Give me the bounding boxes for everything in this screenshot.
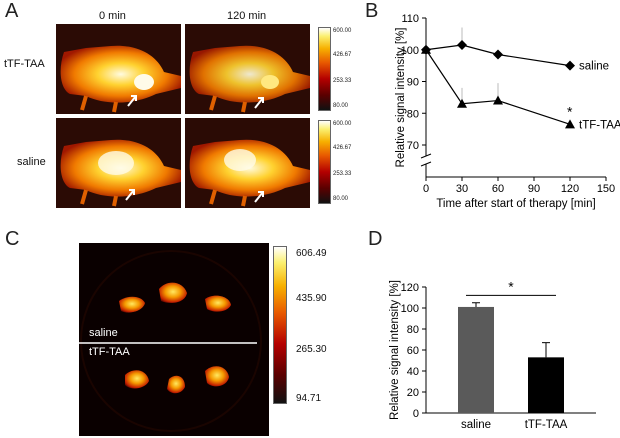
significance-star-b: * (567, 103, 573, 119)
panel-d-letter: D (368, 228, 383, 250)
data-point-tTF-TAA (493, 95, 503, 105)
x-tick-label-d: saline (461, 419, 491, 431)
x-tick-label-b: 120 (561, 183, 579, 195)
group-label-ttf-taa: tTF-TAA (89, 346, 130, 358)
bar-saline (458, 306, 494, 413)
data-point-saline (565, 60, 575, 71)
x-tick-label-b: 30 (456, 183, 468, 195)
row-label-ttf-taa: tTF-TAA (4, 58, 45, 70)
y-tick-label-d: 0 (413, 408, 419, 420)
y-axis-label-b: Relative signal intensity [%] (395, 28, 407, 168)
cbar-c-tick: 435.90 (296, 293, 327, 304)
data-point-tTF-TAA (565, 119, 575, 129)
colorbar-a-bottom (318, 120, 331, 204)
x-tick-label-b: 60 (492, 183, 504, 195)
cbar-c-tick: 606.49 (296, 248, 327, 259)
mouse-image-ttf-120min (185, 24, 310, 114)
x-axis-label-b: Time after start of therapy [min] (436, 198, 595, 210)
y-tick-label-b: 90 (407, 77, 419, 89)
colorbar-c (273, 246, 287, 404)
panel-c-letter: C (5, 228, 20, 250)
y-tick-label-b: 80 (407, 108, 419, 120)
axis-break-mark (420, 153, 432, 159)
bar-tTF-TAA (528, 357, 564, 413)
x-tick-label-b: 0 (423, 183, 429, 195)
series-line-tTF-TAA (425, 49, 571, 125)
col-label-120min: 120 min (227, 10, 267, 22)
y-tick-label-b: 110 (401, 13, 419, 25)
data-point-tTF-TAA (457, 98, 467, 108)
cbar-a-bottom-tick: 253.33 (333, 171, 352, 177)
series-line-saline (425, 44, 571, 67)
y-tick-label-d: 100 (401, 303, 419, 315)
y-tick-label-d: 80 (407, 324, 419, 336)
data-point-saline (493, 49, 503, 60)
group-label-saline: saline (89, 327, 118, 339)
y-tick-label-d: 60 (407, 345, 419, 357)
x-tick-label-b: 150 (597, 183, 615, 195)
cbar-a-top-tick: 80.00 (333, 103, 349, 109)
mouse-image-ttf-0min (56, 24, 181, 114)
row-label-saline: saline (17, 156, 46, 168)
cbar-c-tick: 265.30 (296, 344, 327, 355)
panel-b-letter: B (365, 0, 379, 22)
significance-star-d: * (508, 278, 514, 294)
y-tick-label-d: 20 (407, 387, 419, 399)
series-label-saline: saline (579, 61, 609, 73)
y-axis-label-d: Relative signal intensity [%] (389, 280, 401, 420)
x-tick-label-d: tTF-TAA (525, 419, 568, 431)
data-point-saline (457, 39, 467, 50)
y-tick-label-b: 100 (401, 45, 419, 57)
cbar-a-top-tick: 600.00 (333, 28, 352, 34)
mouse-image-saline-0min (56, 118, 181, 208)
cbar-a-bottom-tick: 426.67 (333, 145, 352, 151)
organ-plate-image (79, 243, 269, 436)
col-label-0min: 0 min (99, 10, 126, 22)
mouse-image-saline-120min (185, 118, 310, 208)
cbar-a-top-tick: 426.67 (333, 52, 352, 58)
panel-a-letter: A (5, 0, 19, 22)
cbar-a-top-tick: 253.33 (333, 78, 352, 84)
y-tick-label-b: 70 (407, 140, 419, 152)
data-point-tTF-TAA (421, 44, 431, 54)
cbar-c-tick: 94.71 (296, 393, 322, 404)
axis-break-mark (420, 161, 432, 167)
series-label-tTF-TAA: tTF-TAA (579, 119, 620, 131)
cbar-a-bottom-tick: 600.00 (333, 121, 352, 127)
colorbar-a-top (318, 27, 331, 111)
y-tick-label-d: 120 (401, 282, 419, 294)
cbar-a-bottom-tick: 80.00 (333, 196, 349, 202)
y-tick-label-d: 40 (407, 366, 419, 378)
x-tick-label-b: 90 (528, 183, 540, 195)
